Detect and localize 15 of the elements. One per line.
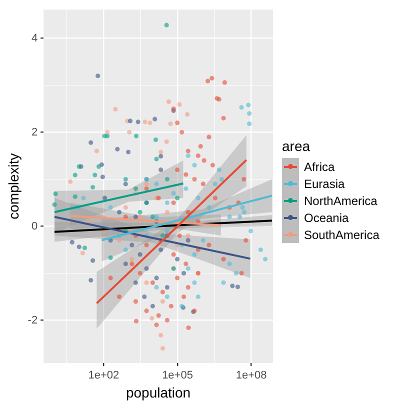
- x-tick-label: 1e+02: [88, 370, 120, 382]
- legend-label: NorthAmerica: [304, 194, 378, 208]
- legend-label: Eurasia: [304, 176, 345, 190]
- x-axis-title: population: [126, 384, 191, 400]
- legend-title: area: [282, 138, 312, 154]
- y-tick-label: 4: [31, 32, 38, 44]
- x-tick-label: 1e+05: [162, 370, 193, 382]
- y-tick-label: 0: [31, 220, 38, 232]
- legend-label: SouthAmerica: [304, 228, 380, 242]
- x-tick-label: 1e+08: [236, 370, 267, 382]
- y-tick-label: -2: [28, 314, 38, 326]
- legend-label: Oceania: [304, 210, 349, 224]
- legend-label: Africa: [304, 160, 335, 174]
- y-tick-label: 2: [31, 126, 38, 138]
- y-axis-title: complexity: [5, 153, 22, 220]
